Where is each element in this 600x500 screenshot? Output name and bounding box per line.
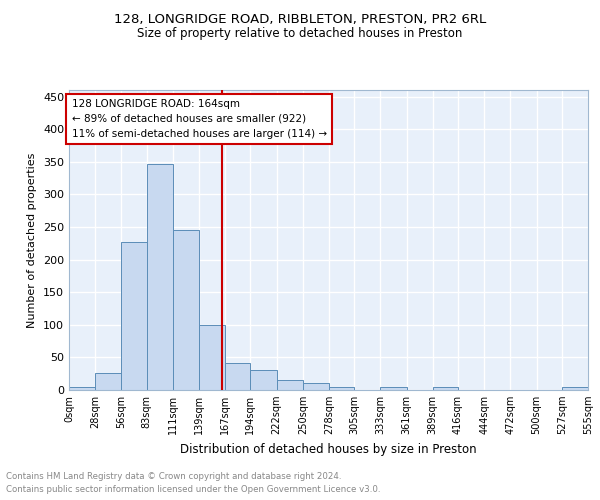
Bar <box>95 373 121 390</box>
Bar <box>250 370 277 390</box>
Bar <box>199 325 225 390</box>
Text: Size of property relative to detached houses in Preston: Size of property relative to detached ho… <box>137 28 463 40</box>
Bar <box>225 364 250 390</box>
Y-axis label: Number of detached properties: Number of detached properties <box>28 152 37 328</box>
Text: Contains public sector information licensed under the Open Government Licence v3: Contains public sector information licen… <box>6 485 380 494</box>
Text: 128, LONGRIDGE ROAD, RIBBLETON, PRESTON, PR2 6RL: 128, LONGRIDGE ROAD, RIBBLETON, PRESTON,… <box>114 12 486 26</box>
X-axis label: Distribution of detached houses by size in Preston: Distribution of detached houses by size … <box>180 442 477 456</box>
Bar <box>329 386 354 390</box>
Bar <box>69 388 95 390</box>
Text: Contains HM Land Registry data © Crown copyright and database right 2024.: Contains HM Land Registry data © Crown c… <box>6 472 341 481</box>
Bar <box>277 380 303 390</box>
Bar <box>173 230 199 390</box>
Bar <box>380 388 407 390</box>
Bar <box>146 164 173 390</box>
Text: 128 LONGRIDGE ROAD: 164sqm
← 89% of detached houses are smaller (922)
11% of sem: 128 LONGRIDGE ROAD: 164sqm ← 89% of deta… <box>71 99 327 138</box>
Bar <box>121 242 146 390</box>
Bar <box>303 384 329 390</box>
Bar <box>562 388 588 390</box>
Bar <box>433 388 458 390</box>
